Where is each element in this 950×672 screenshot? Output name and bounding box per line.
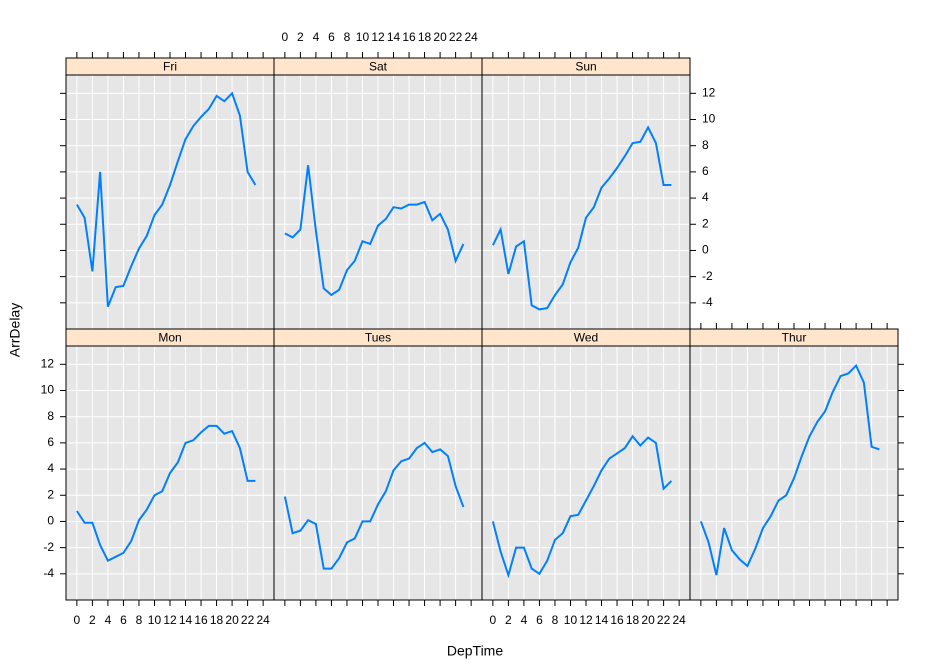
- data-line: [284, 165, 465, 297]
- x-tick-label: 4: [313, 30, 320, 44]
- x-tick-label: 10: [148, 613, 162, 627]
- data-line: [76, 424, 256, 563]
- strip-label: Tues: [365, 331, 391, 345]
- x-tick-label: 12: [579, 613, 593, 627]
- data-line: [76, 91, 257, 308]
- y-tick-label: -4: [43, 566, 54, 580]
- y-tick-label: 6: [702, 164, 709, 178]
- x-tick-label: 22: [449, 30, 463, 44]
- x-tick-label: 0: [490, 613, 497, 627]
- y-tick-label: 0: [47, 514, 54, 528]
- x-tick-label: 2: [297, 30, 304, 44]
- x-tick-label: 4: [105, 613, 112, 627]
- y-tick-label: 4: [47, 461, 54, 475]
- y-tick-label: 10: [702, 112, 716, 126]
- data-line: [283, 441, 465, 570]
- y-tick-label: -2: [43, 540, 54, 554]
- y-tick-label: 8: [702, 138, 709, 152]
- strip-label: Mon: [158, 331, 181, 345]
- x-tick-label: 20: [225, 613, 239, 627]
- x-tick-label: 16: [194, 613, 208, 627]
- strip-label: Fri: [163, 60, 177, 74]
- x-tick-label: 18: [418, 30, 432, 44]
- x-tick-label: 14: [595, 613, 609, 627]
- x-tick-label: 12: [163, 613, 177, 627]
- data-line: [699, 363, 880, 576]
- y-tick-label: 10: [41, 383, 55, 397]
- x-tick-label: 6: [120, 613, 127, 627]
- x-tick-label: 12: [371, 30, 385, 44]
- x-tick-label: 14: [179, 613, 193, 627]
- x-tick-label: 0: [74, 613, 81, 627]
- y-tick-label: 12: [41, 357, 55, 371]
- strip-label: Sun: [575, 60, 596, 74]
- x-tick-label: 8: [344, 30, 351, 44]
- y-tick-label: 4: [702, 190, 709, 204]
- x-tick-label: 24: [256, 613, 270, 627]
- x-tick-label: 6: [536, 613, 543, 627]
- x-tick-label: 2: [505, 613, 512, 627]
- x-tick-label: 22: [657, 613, 671, 627]
- x-tick-label: 24: [672, 613, 686, 627]
- data-line: [491, 434, 673, 579]
- x-tick-label: 8: [552, 613, 559, 627]
- x-tick-label: 18: [626, 613, 640, 627]
- y-tick-label: 8: [47, 409, 54, 423]
- x-tick-label: 2: [89, 613, 96, 627]
- y-tick-label: 0: [702, 243, 709, 257]
- y-axis-title: ArrDelay: [7, 303, 23, 357]
- x-tick-label: 16: [610, 613, 624, 627]
- x-tick-label: 16: [402, 30, 416, 44]
- x-tick-label: 22: [241, 613, 255, 627]
- strip-label: Thur: [782, 331, 807, 345]
- strip-label: Sat: [369, 60, 388, 74]
- x-tick-label: 20: [641, 613, 655, 627]
- x-tick-label: 0: [282, 30, 289, 44]
- x-tick-label: 20: [433, 30, 447, 44]
- x-tick-label: 18: [210, 613, 224, 627]
- x-tick-label: 14: [387, 30, 401, 44]
- y-tick-label: 12: [702, 86, 716, 100]
- x-axis-title: DepTime: [447, 643, 503, 659]
- data-line: [492, 125, 672, 311]
- x-tick-label: 4: [521, 613, 528, 627]
- x-tick-label: 10: [356, 30, 370, 44]
- x-tick-label: 24: [464, 30, 478, 44]
- y-tick-label: 6: [47, 435, 54, 449]
- y-tick-label: 2: [47, 487, 54, 501]
- y-tick-label: -2: [702, 269, 713, 283]
- y-tick-label: -4: [702, 295, 713, 309]
- x-tick-label: 8: [136, 613, 143, 627]
- x-tick-label: 6: [328, 30, 335, 44]
- x-tick-label: 10: [564, 613, 578, 627]
- y-tick-label: 2: [702, 216, 709, 230]
- strip-label: Wed: [574, 331, 598, 345]
